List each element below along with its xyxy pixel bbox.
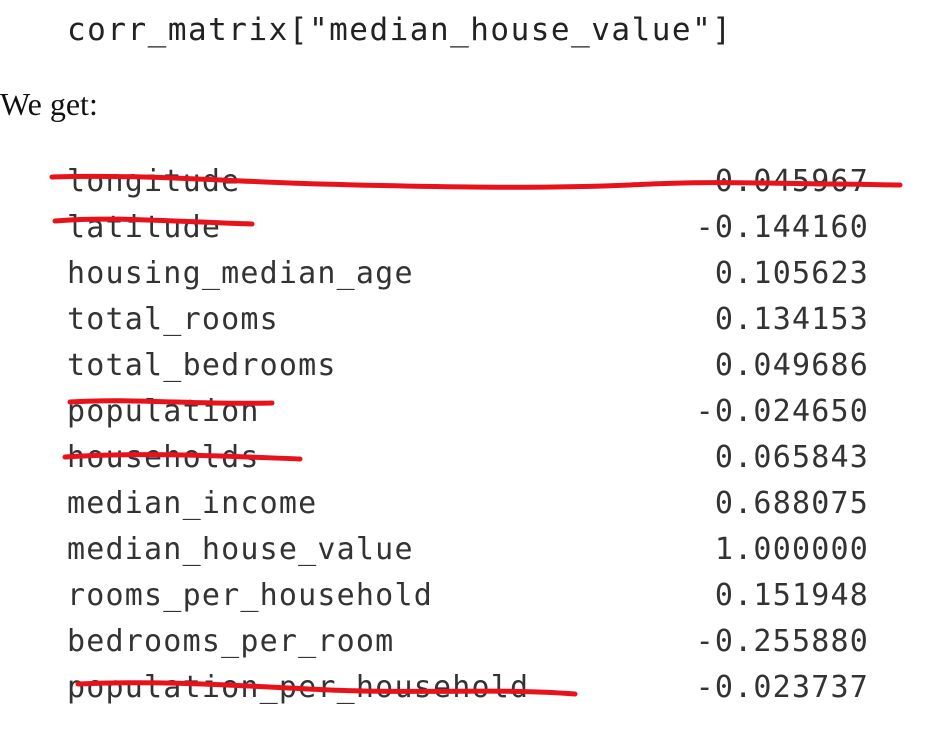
correlation-value: -0.023737 [695,670,869,705]
correlation-row-total-bedrooms: total_bedrooms 0.049686 [67,344,877,390]
feature-name: population [67,394,260,429]
correlation-row-total-rooms: total_rooms 0.134153 [67,298,877,344]
correlation-row-latitude: latitude -0.144160 [67,206,877,252]
feature-name: rooms_per_household [67,578,433,613]
feature-name: median_income [67,486,318,521]
correlation-value: -0.045967 [695,164,869,199]
correlation-value: 0.105623 [714,256,869,291]
feature-name: total_rooms [67,302,279,337]
feature-name: latitude [67,210,222,245]
correlation-row-rooms-per-household: rooms_per_household 0.151948 [67,574,877,620]
intro-text: We get: [0,86,98,122]
correlation-value: 0.151948 [714,578,869,613]
correlation-value: -0.144160 [695,210,869,245]
correlation-row-bedrooms-per-room: bedrooms_per_room -0.255880 [67,620,877,666]
correlation-value: -0.255880 [695,624,869,659]
correlation-value: 0.049686 [714,348,869,383]
correlation-value: 0.065843 [714,440,869,475]
feature-name: total_bedrooms [67,348,337,383]
feature-name: population_per_household [67,670,530,705]
correlation-value: 0.688075 [714,486,869,521]
feature-name: housing_median_age [67,256,414,291]
correlation-row-housing-median-age: housing_median_age 0.105623 [67,252,877,298]
feature-name: bedrooms_per_room [67,624,395,659]
correlation-value: -0.024650 [695,394,869,429]
feature-name: median_house_value [67,532,414,567]
correlation-row-population-per-household: population_per_household -0.023737 [67,666,877,712]
code-snippet: corr_matrix["median_house_value"] [67,12,733,48]
correlation-output: longitude -0.045967 latitude -0.144160 h… [67,160,877,712]
correlation-value: 0.134153 [714,302,869,337]
correlation-value: 1.000000 [714,532,869,567]
feature-name: households [67,440,260,475]
correlation-row-households: households 0.065843 [67,436,877,482]
correlation-row-median-house-value: median_house_value 1.000000 [67,528,877,574]
correlation-row-population: population -0.024650 [67,390,877,436]
correlation-row-longitude: longitude -0.045967 [67,160,877,206]
feature-name: longitude [67,164,241,199]
correlation-row-median-income: median_income 0.688075 [67,482,877,528]
